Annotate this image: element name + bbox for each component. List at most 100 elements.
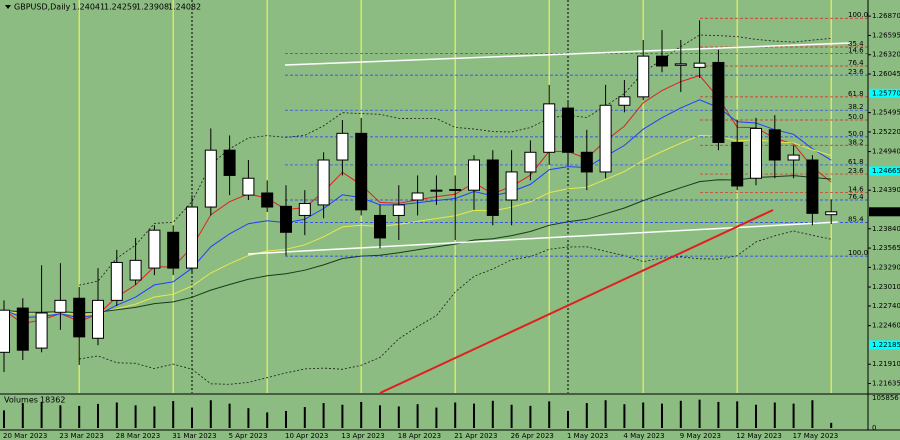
volume-bar xyxy=(755,404,757,428)
y-tick-label: 1.26595 xyxy=(872,31,900,39)
candle-body xyxy=(618,96,631,106)
x-tick-label: 18 Apr 2023 xyxy=(398,432,441,440)
x-tick-label: 10 Apr 2023 xyxy=(285,432,328,440)
volume-bar xyxy=(792,403,795,428)
fib-label: 50.0 xyxy=(848,130,864,138)
fib-label: 50.0 xyxy=(848,113,864,121)
fib-label: 100.0 xyxy=(848,249,868,257)
volume-bar xyxy=(209,400,212,428)
volume-bar xyxy=(115,402,118,428)
candle-body xyxy=(637,55,650,98)
candle-body xyxy=(110,261,123,301)
fib-label: 61.8 xyxy=(848,158,864,166)
high-value: 1.24259 xyxy=(104,3,137,12)
volume-bar xyxy=(661,403,663,428)
volume-bar xyxy=(285,410,287,428)
volume-bar xyxy=(78,405,81,428)
symbol: GBPUSD,Daily xyxy=(14,3,71,12)
x-tick-label: 31 Mar 2023 xyxy=(172,432,216,440)
volume-bar xyxy=(454,402,457,428)
volume-bar xyxy=(679,400,682,428)
candle-body xyxy=(411,192,424,201)
volume-bar xyxy=(623,404,626,428)
volume-tick-label: 0 xyxy=(872,424,876,432)
candle-body xyxy=(825,211,838,216)
y-tick-label: 1.23565 xyxy=(872,244,900,252)
x-tick-label: 17 May 2023 xyxy=(793,432,839,440)
current-price xyxy=(869,207,900,217)
volume-bar xyxy=(341,404,344,428)
volume-bar xyxy=(604,400,607,428)
volume-bar xyxy=(642,402,645,428)
volume-bar xyxy=(510,404,513,428)
volume-bar xyxy=(529,405,532,428)
x-tick-label: 26 Apr 2023 xyxy=(511,432,554,440)
volume-pane xyxy=(3,399,833,428)
candle-body xyxy=(656,55,668,67)
fib-label: 23.6 xyxy=(848,167,864,175)
fib-label: 14.6 xyxy=(848,46,864,54)
channel-line xyxy=(284,42,851,66)
price-highlight xyxy=(869,166,900,176)
candle-body xyxy=(543,103,556,153)
volume-bar xyxy=(548,401,551,428)
y-tick-label: 1.26045 xyxy=(872,70,900,78)
x-tick-label: 20 Mar 2023 xyxy=(3,432,47,440)
y-tick-label: 1.26870 xyxy=(872,12,900,20)
candle-body xyxy=(806,159,819,214)
candle-body xyxy=(16,307,29,351)
y-tick-label: 1.21635 xyxy=(872,380,900,388)
bollinger-band xyxy=(79,34,832,286)
candle-body xyxy=(186,206,198,269)
y-tick-label: 1.23290 xyxy=(872,263,900,271)
volume-bar xyxy=(3,410,5,428)
candle-body xyxy=(430,189,443,192)
candle-body xyxy=(580,151,593,173)
candle-body xyxy=(242,177,255,196)
candle-body xyxy=(731,141,744,187)
volume-title: Volumes xyxy=(4,396,38,405)
volume-bar xyxy=(717,401,720,428)
candle-body xyxy=(54,299,67,313)
y-tick-label: 1.26320 xyxy=(872,51,900,59)
volume-bar xyxy=(303,407,306,428)
candle-body xyxy=(468,159,480,191)
candle-body xyxy=(505,171,518,201)
price-highlight xyxy=(869,340,900,350)
volume-bar xyxy=(736,401,739,428)
fib-label: 85.4 xyxy=(848,40,864,48)
volume-bar xyxy=(773,402,776,428)
x-tick-label: 13 Apr 2023 xyxy=(341,432,384,440)
volume-bar xyxy=(491,400,494,428)
low-value: 1.23908 xyxy=(136,3,169,12)
y-tick-label: 1.25220 xyxy=(872,128,900,136)
close-value: 1.24082 xyxy=(168,3,201,12)
candle-body xyxy=(298,203,311,216)
candle-body xyxy=(167,231,180,269)
current-price-label: 1.24082 xyxy=(872,208,900,216)
price-highlight-label: 1.25770 xyxy=(872,89,900,97)
x-tick-label: 4 May 2023 xyxy=(623,432,664,440)
x-tick-label: 1 May 2023 xyxy=(567,432,608,440)
volume-bar xyxy=(247,408,250,428)
volume-bar xyxy=(811,400,814,428)
moving-average xyxy=(3,134,832,316)
candles xyxy=(0,20,838,372)
candle-body xyxy=(768,129,781,161)
y-tick-label: 1.22460 xyxy=(872,322,900,330)
candle-body xyxy=(355,132,368,211)
volume-bar xyxy=(585,403,588,428)
candle-body xyxy=(0,309,10,353)
candle-body xyxy=(204,149,217,208)
volume-tick-label: 105856 xyxy=(872,394,899,402)
candle-body xyxy=(562,107,574,153)
candle-body xyxy=(599,104,612,173)
y-tick-label: 1.24940 xyxy=(872,148,900,156)
volume-bar xyxy=(228,403,231,428)
candle-body xyxy=(486,159,499,216)
candle-body xyxy=(73,297,86,338)
open-value: 1.24041 xyxy=(72,3,105,12)
